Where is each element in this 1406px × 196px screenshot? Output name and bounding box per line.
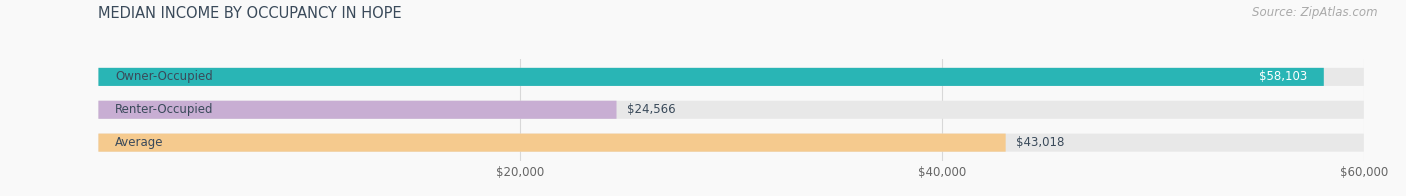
Text: $43,018: $43,018 — [1017, 136, 1064, 149]
Text: $24,566: $24,566 — [627, 103, 676, 116]
FancyBboxPatch shape — [98, 134, 1364, 152]
Text: Average: Average — [115, 136, 163, 149]
FancyBboxPatch shape — [98, 134, 1005, 152]
Text: $58,103: $58,103 — [1258, 70, 1308, 83]
FancyBboxPatch shape — [98, 101, 1364, 119]
FancyBboxPatch shape — [98, 101, 616, 119]
FancyBboxPatch shape — [98, 68, 1324, 86]
Text: Owner-Occupied: Owner-Occupied — [115, 70, 214, 83]
Text: MEDIAN INCOME BY OCCUPANCY IN HOPE: MEDIAN INCOME BY OCCUPANCY IN HOPE — [98, 6, 402, 21]
Text: Source: ZipAtlas.com: Source: ZipAtlas.com — [1253, 6, 1378, 19]
FancyBboxPatch shape — [98, 68, 1364, 86]
Text: Renter-Occupied: Renter-Occupied — [115, 103, 214, 116]
